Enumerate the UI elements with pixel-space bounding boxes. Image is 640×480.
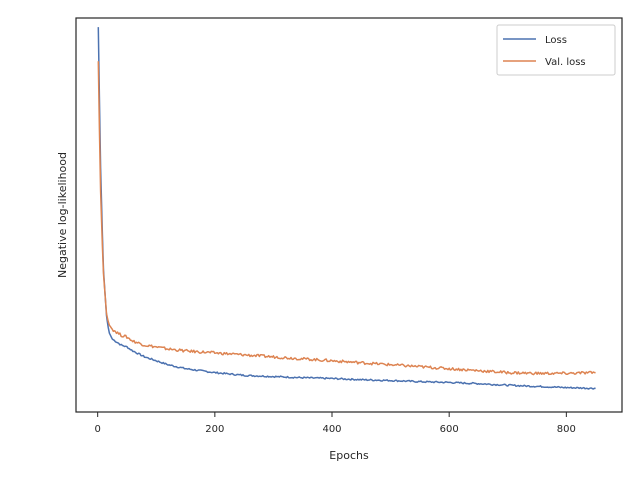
legend: Loss Val. loss bbox=[496, 24, 616, 76]
series-layer bbox=[97, 27, 596, 390]
x-tick-label: 800 bbox=[557, 424, 576, 435]
x-tick-label: 400 bbox=[322, 424, 341, 435]
legend-label-val-loss: Val. loss bbox=[545, 57, 586, 68]
x-tick-label: 600 bbox=[440, 424, 459, 435]
x-tick-label: 0 bbox=[94, 424, 100, 435]
series-line-val-loss bbox=[97, 61, 596, 376]
plot-frame bbox=[75, 17, 623, 413]
plot-area bbox=[76, 18, 622, 412]
legend-label-loss: Loss bbox=[545, 35, 567, 46]
legend-box bbox=[496, 24, 616, 76]
x-axis-label: Epochs bbox=[329, 449, 369, 462]
y-axis-label: Negative log-likelihood bbox=[56, 152, 69, 278]
x-ticks: 0 200 400 600 800 bbox=[94, 412, 576, 435]
series-line-loss bbox=[97, 27, 596, 390]
x-tick-label: 200 bbox=[205, 424, 224, 435]
